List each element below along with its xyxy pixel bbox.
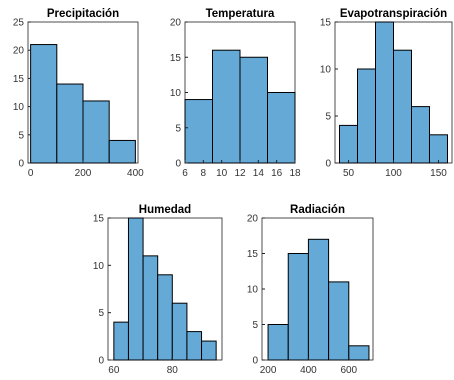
x-tick-label: 6	[182, 168, 188, 179]
y-tick-label: 5	[325, 112, 331, 123]
x-tick-label: 10	[216, 168, 228, 179]
y-tick-label: 0	[98, 356, 104, 367]
x-tick-label: 600	[340, 365, 357, 376]
y-tick-label: 5	[98, 308, 104, 319]
bar	[267, 92, 296, 164]
bar	[30, 44, 58, 164]
bar	[375, 21, 394, 164]
y-tick-label: 15	[247, 249, 259, 260]
x-tick-label: 8	[201, 168, 207, 179]
y-tick-label: 10	[93, 261, 105, 272]
y-tick-label: 20	[13, 46, 25, 57]
bar	[411, 106, 430, 164]
x-tick-label: 18	[289, 168, 301, 179]
bar	[201, 340, 217, 361]
bar	[328, 281, 350, 361]
x-tick-label: 400	[127, 168, 144, 179]
y-tick-label: 15	[93, 214, 105, 225]
bar	[82, 100, 110, 164]
y-tick-label: 20	[170, 18, 182, 29]
x-tick-label: 400	[300, 365, 317, 376]
bar	[212, 49, 241, 164]
y-tick-label: 0	[325, 159, 331, 170]
bar	[113, 321, 129, 361]
bar	[287, 253, 309, 361]
bar	[429, 134, 448, 164]
bar	[393, 49, 412, 164]
bar	[267, 324, 289, 361]
x-tick-label: 14	[253, 168, 265, 179]
x-tick-label: 100	[385, 168, 402, 179]
bar	[339, 124, 358, 164]
y-tick-label: 0	[252, 356, 258, 367]
chart-title: Precipitación	[47, 8, 119, 20]
bar	[348, 345, 370, 361]
y-tick-label: 0	[175, 159, 181, 170]
y-tick-label: 10	[247, 285, 259, 296]
bar	[142, 255, 159, 361]
bar	[239, 56, 268, 164]
x-tick-label: 0	[28, 168, 34, 179]
x-tick-label: 16	[271, 168, 283, 179]
x-tick-label: 150	[430, 168, 447, 179]
y-tick-label: 5	[175, 123, 181, 134]
bar	[307, 238, 330, 361]
y-tick-label: 10	[320, 65, 332, 76]
y-tick-label: 15	[170, 53, 182, 64]
x-tick-label: 60	[108, 365, 120, 376]
chart-title: Radiación	[290, 204, 345, 216]
y-tick-label: 5	[18, 130, 24, 141]
bar	[184, 99, 213, 164]
chart-title: Temperatura	[206, 8, 275, 20]
y-tick-label: 15	[13, 74, 25, 85]
y-tick-label: 0	[18, 159, 24, 170]
bar	[108, 139, 136, 164]
chart-title: Evapotranspiración	[340, 8, 447, 20]
bar	[157, 274, 173, 361]
bar	[56, 83, 84, 164]
bar	[127, 217, 144, 361]
bar	[186, 331, 203, 361]
x-tick-label: 80	[167, 365, 179, 376]
x-tick-label: 50	[343, 168, 355, 179]
bar	[357, 68, 376, 164]
y-tick-label: 10	[170, 88, 182, 99]
y-tick-label: 25	[13, 18, 25, 29]
y-tick-label: 15	[320, 18, 332, 29]
x-tick-label: 200	[260, 365, 277, 376]
x-tick-label: 200	[75, 168, 92, 179]
x-tick-label: 12	[234, 168, 246, 179]
y-tick-label: 20	[247, 214, 259, 225]
bar	[171, 302, 188, 361]
chart-title: Humedad	[139, 204, 191, 216]
y-tick-label: 10	[13, 102, 25, 113]
y-tick-label: 5	[252, 320, 258, 331]
